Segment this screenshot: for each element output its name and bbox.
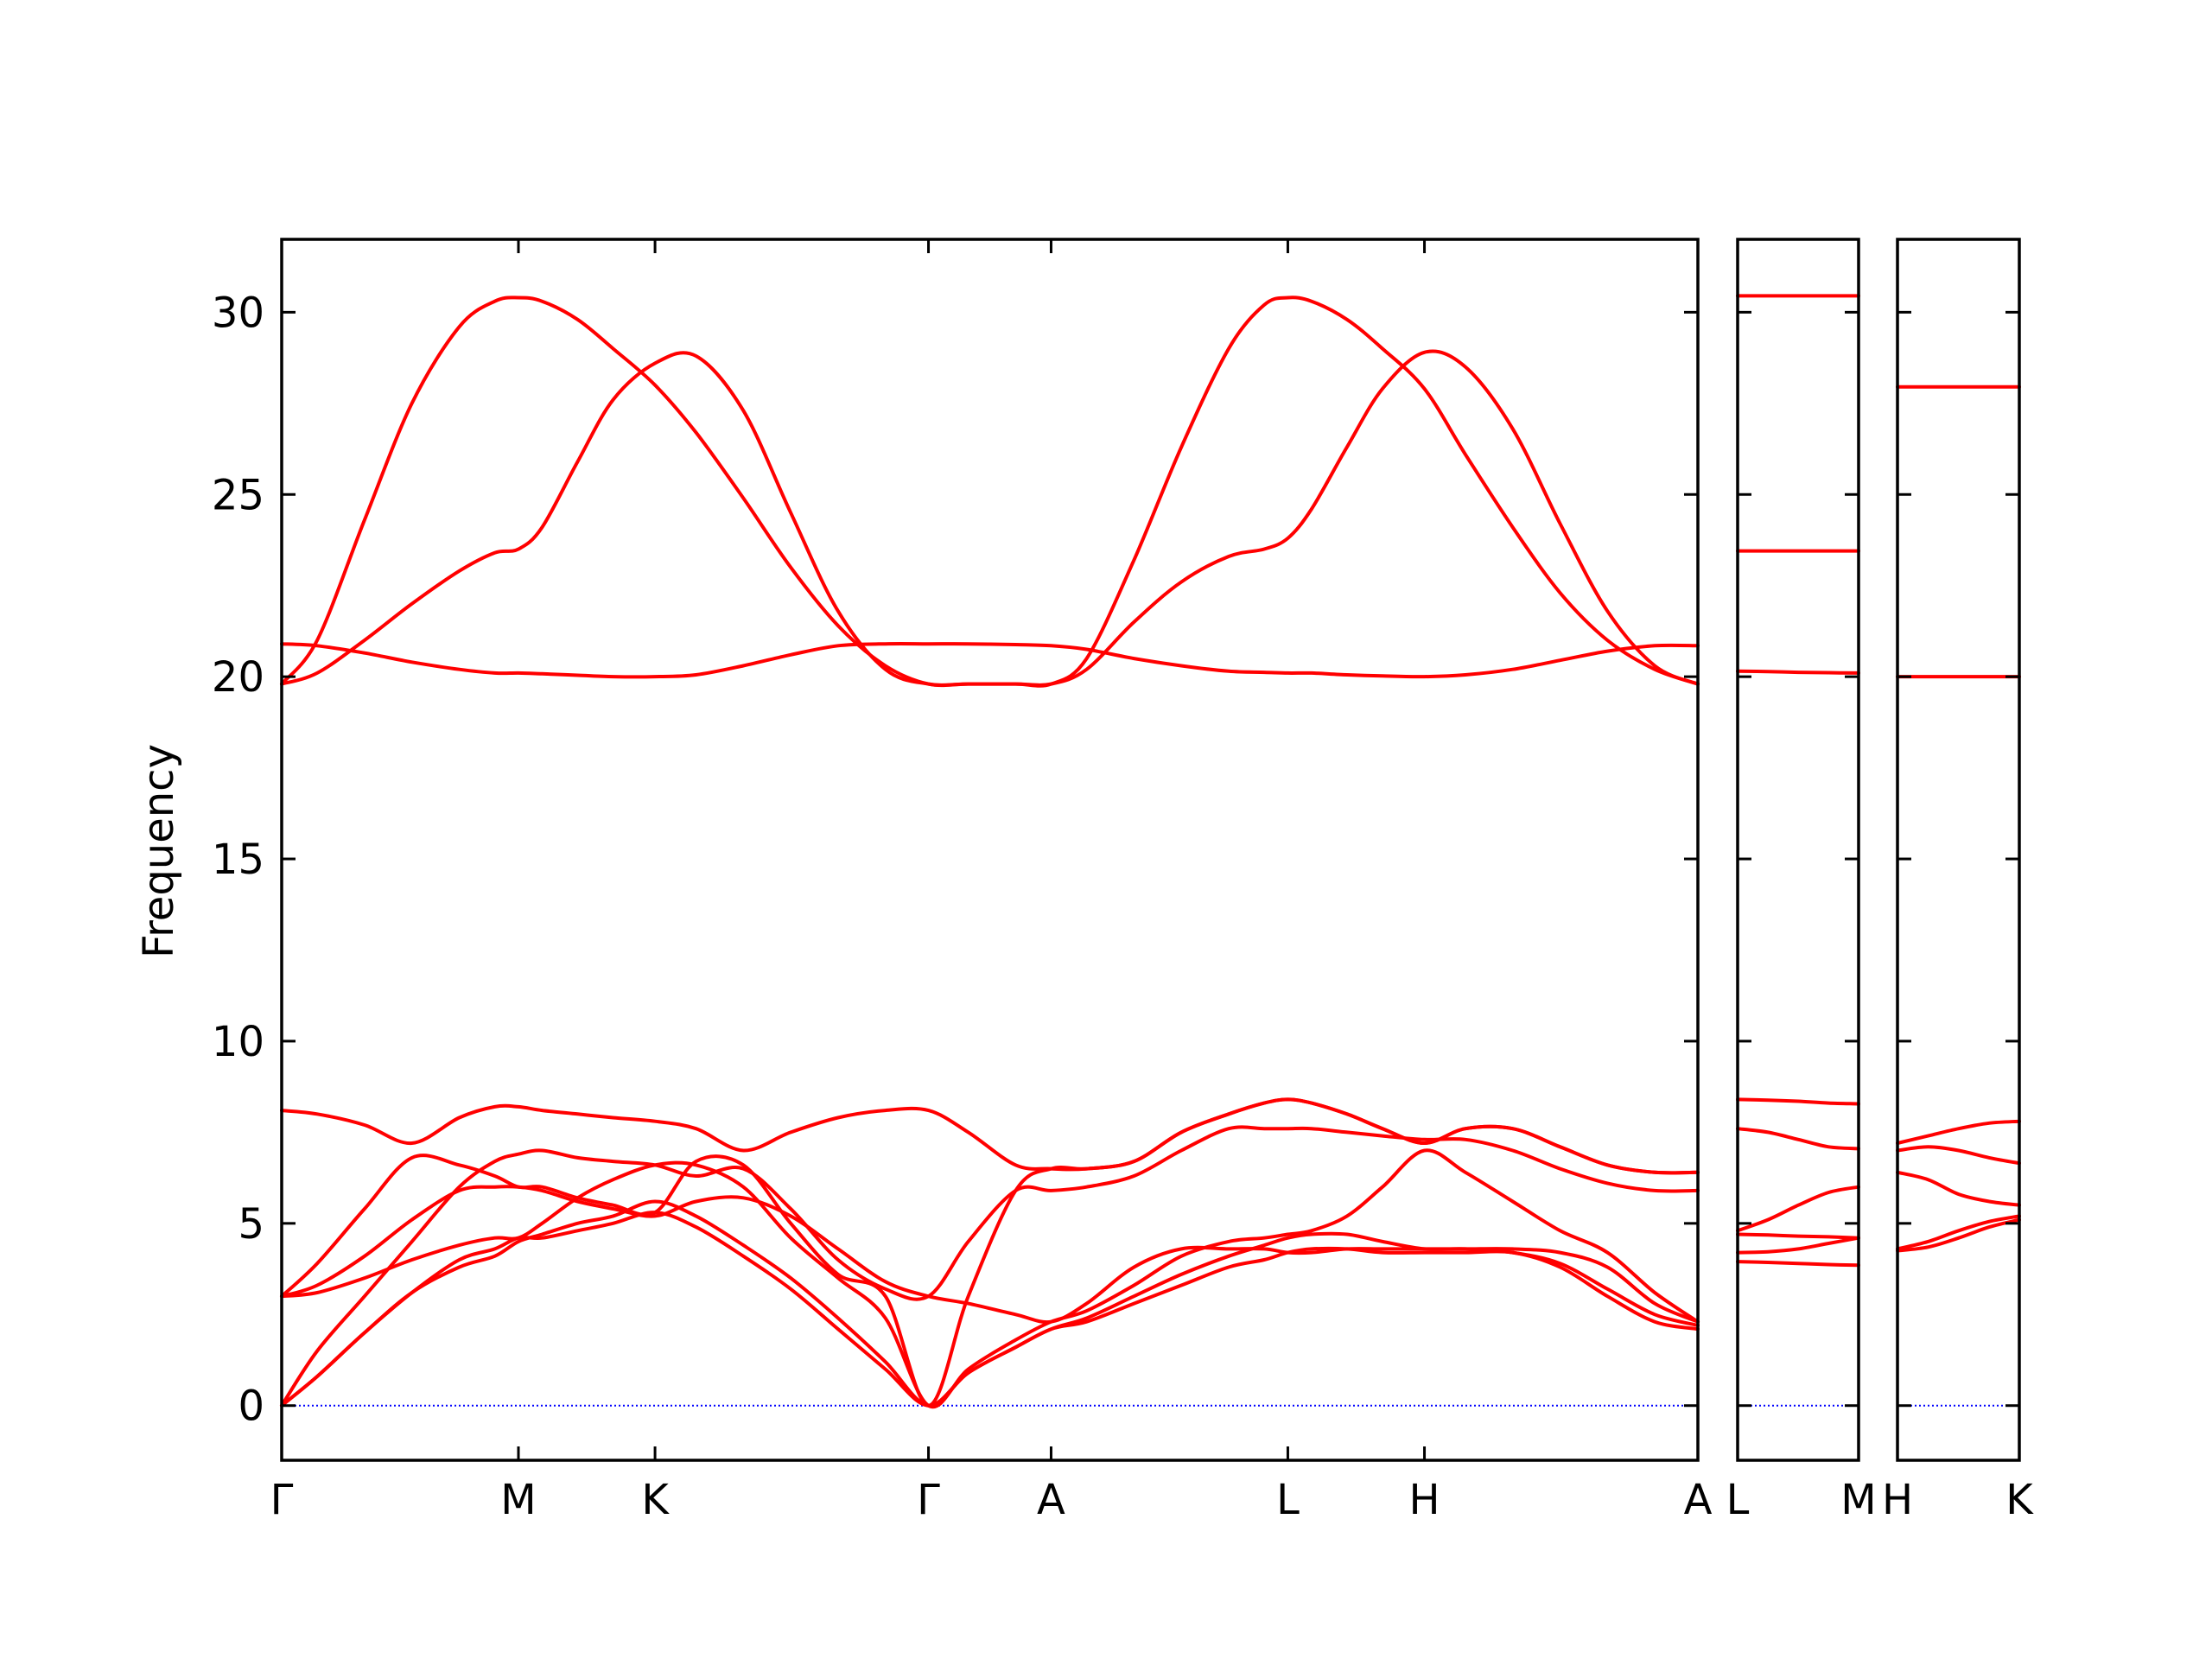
- band-5: [1736, 1127, 1860, 1151]
- band-4: [280, 1185, 1700, 1325]
- band-5: [1896, 1119, 2021, 1145]
- band-5: [280, 1125, 1700, 1408]
- band-3: [280, 1148, 1700, 1409]
- band-3: [1736, 1232, 1860, 1240]
- x-tick-label: L: [1726, 1476, 1750, 1524]
- band-3: [1896, 1170, 2021, 1207]
- band-1: [1736, 1260, 1860, 1268]
- band-9: [280, 296, 1700, 688]
- band-2: [1896, 1214, 2021, 1251]
- y-tick-label: 10: [212, 1018, 264, 1066]
- y-tick-label: 0: [238, 1382, 264, 1431]
- band-7: [280, 1097, 1700, 1175]
- band-7: [1736, 669, 1860, 675]
- y-tick-label: 25: [212, 471, 264, 519]
- band-6: [1736, 1097, 1860, 1106]
- band-1: [1896, 1217, 2021, 1253]
- x-tick-label: K: [641, 1476, 670, 1524]
- x-tick-label: K: [2005, 1476, 2034, 1524]
- x-tick-label: H: [1408, 1476, 1440, 1524]
- x-tick-label: A: [1684, 1476, 1713, 1524]
- panel-frame: [1736, 238, 1860, 1462]
- y-tick-label: 15: [212, 836, 264, 884]
- y-tick-label: 5: [238, 1200, 264, 1249]
- band-1: [280, 1199, 1700, 1408]
- panel-frame: [280, 238, 1700, 1462]
- x-tick-label: Γ: [917, 1476, 940, 1524]
- x-tick-label: H: [1882, 1476, 1913, 1524]
- x-tick-label: Γ: [270, 1476, 294, 1524]
- x-tick-label: L: [1276, 1476, 1300, 1524]
- x-tick-label: A: [1037, 1476, 1065, 1524]
- band-4: [1896, 1145, 2021, 1166]
- y-tick-label: 30: [212, 289, 264, 337]
- y-axis-label: Frequency: [135, 744, 183, 958]
- band-2: [1736, 1236, 1860, 1255]
- band-10: [280, 642, 1700, 679]
- band-4: [1736, 1185, 1860, 1233]
- x-tick-label: M: [1840, 1476, 1876, 1524]
- y-tick-label: 20: [212, 653, 264, 702]
- panel-frame: [1896, 238, 2021, 1462]
- panel-1: Γ M K Γ A L H A 0 5 10 15 20 25 30: [212, 238, 1713, 1524]
- band-8: [280, 349, 1700, 687]
- x-tick-label: M: [500, 1476, 536, 1524]
